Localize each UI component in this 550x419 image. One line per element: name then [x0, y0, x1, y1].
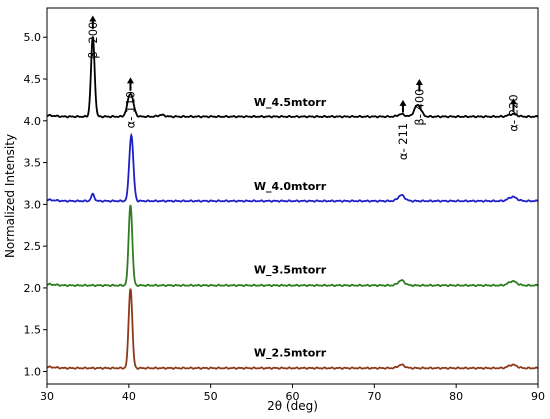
- x-tick-label: 90: [531, 390, 545, 403]
- x-axis-title: 2θ (deg): [267, 399, 318, 413]
- x-tick-label: 70: [367, 390, 381, 403]
- peak-arrow-head: [89, 15, 97, 22]
- x-tick-label: 40: [122, 390, 136, 403]
- y-tick-label: 4.0: [24, 115, 42, 128]
- y-axis: 1.0 1.5 2.0 2.5 3.0 3.5 4.0 4.5 5.0: [24, 31, 47, 378]
- peak-arrow-head: [509, 98, 517, 105]
- y-tick-label: 3.5: [24, 157, 42, 170]
- y-tick-label: 2.0: [24, 282, 42, 295]
- series-label: W_4.0mtorr: [254, 180, 327, 193]
- series-label: W_3.5mtorr: [254, 264, 327, 277]
- peak-label: α- 220: [506, 94, 520, 131]
- peak-label: α- 211: [396, 123, 410, 160]
- peak-arrow-head: [126, 77, 134, 84]
- x-tick-label: 80: [449, 390, 463, 403]
- series-label: W_4.5mtorr: [254, 96, 327, 109]
- x-axis: 30 40 50 60 70 80 90: [40, 384, 545, 403]
- series-line: [46, 288, 539, 370]
- y-tick-label: 1.5: [24, 324, 42, 337]
- peak-label: β- 400: [412, 88, 426, 125]
- peak-arrow-head: [399, 99, 407, 106]
- peak-label: α- 110: [123, 91, 137, 128]
- peak-arrow-head: [415, 79, 423, 86]
- y-axis-title: Normalized Intensity: [3, 134, 17, 258]
- series-layer: W_4.5mtorr W_4.0mtorr W_3.5mtorr W_2.5mtorr: [46, 36, 539, 370]
- plot-frame: [46, 7, 539, 385]
- series-line: [46, 36, 539, 119]
- y-tick-label: 1.0: [24, 365, 42, 378]
- series-label: W_2.5mtorr: [254, 346, 327, 359]
- peak-label: β- 200: [86, 22, 100, 59]
- y-tick-label: 5.0: [24, 31, 42, 44]
- series-line: [46, 204, 539, 288]
- x-tick-label: 50: [204, 390, 218, 403]
- series-line: [46, 132, 539, 203]
- y-tick-label: 2.5: [24, 240, 42, 253]
- y-tick-label: 3.0: [24, 198, 42, 211]
- y-tick-label: 4.5: [24, 73, 42, 86]
- x-tick-label: 30: [40, 390, 54, 403]
- x-tick-label: 60: [286, 390, 300, 403]
